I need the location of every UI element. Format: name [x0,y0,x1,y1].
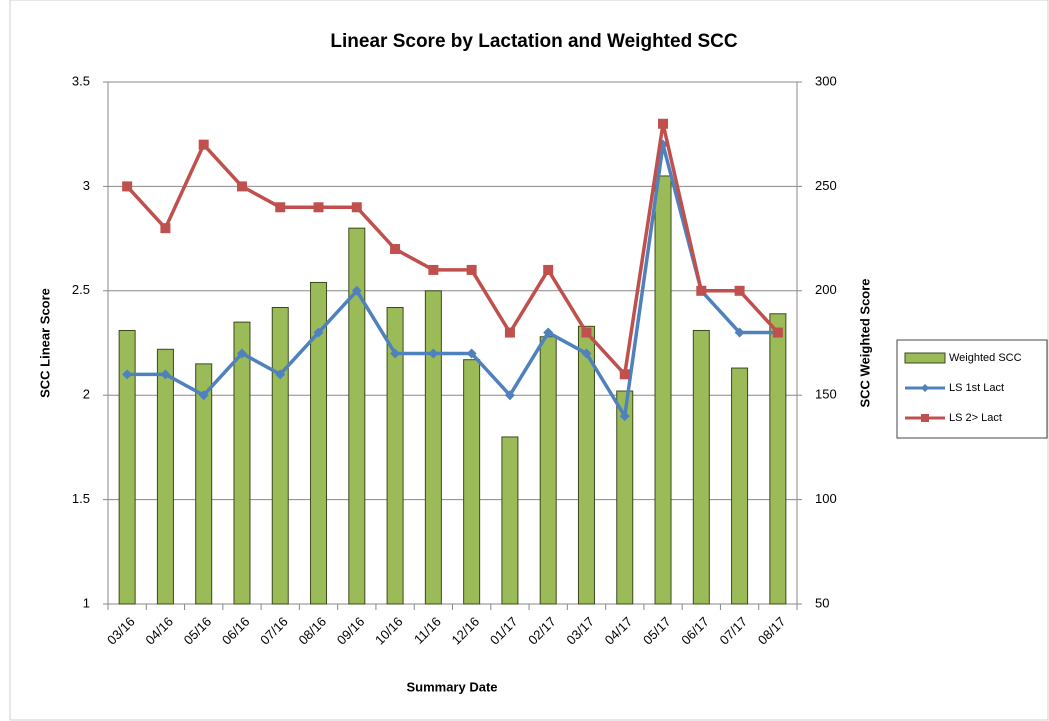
marker [122,369,133,380]
legend-marker [921,384,929,392]
bar [616,390,634,605]
y-tick-label: 1.5 [72,491,90,506]
marker [390,348,401,359]
marker [160,369,171,380]
marker [275,202,286,213]
bar [424,290,442,605]
marker [390,244,401,255]
y2-tick-label: 100 [815,491,837,506]
legend-marker [921,414,929,422]
bar [539,336,557,605]
y2-tick-label: 50 [815,595,829,610]
y2-tick-label: 200 [815,282,837,297]
y2-tick-label: 250 [815,178,837,193]
y2-tick-label: 300 [815,73,837,88]
bar [463,359,481,605]
legend-swatch [904,352,946,364]
marker [198,390,209,401]
marker [772,327,783,338]
marker [619,411,630,422]
y2-axis-label: SCC Weighted Score [857,278,872,407]
bar [156,348,174,605]
marker [734,285,745,296]
chart-title: Linear Score by Lactation and Weighted S… [330,31,737,52]
bar [501,436,519,605]
legend-label: LS 2> Lact [949,412,1002,424]
marker [236,348,247,359]
bar [271,307,289,605]
bar [233,321,251,605]
bar [348,227,366,605]
bar [769,313,787,605]
marker [696,285,707,296]
y2-tick-label: 150 [815,387,837,402]
marker [581,327,592,338]
marker [313,327,324,338]
marker [543,327,554,338]
marker [581,348,592,359]
marker [428,348,439,359]
bar [577,325,595,605]
marker [734,327,745,338]
bar [654,175,672,605]
x-axis-label: Summary Date [406,679,497,694]
y-tick-label: 2.5 [72,282,90,297]
line [127,142,778,418]
marker [351,202,362,213]
bar [731,367,749,605]
marker [466,264,477,275]
marker [466,348,477,359]
frame [9,0,1049,721]
y-tick-label: 3.5 [72,73,90,88]
marker [122,181,133,192]
bar [118,329,136,605]
marker [351,285,362,296]
y-tick-label: 2 [83,387,90,402]
legend-label: Weighted SCC [949,352,1022,364]
y-tick-label: 1 [83,595,90,610]
marker [504,327,515,338]
y-tick-label: 3 [83,178,90,193]
marker [160,223,171,234]
bar [692,329,710,605]
y-axis-label: SCC Linear Score [37,288,52,398]
marker [428,264,439,275]
marker [198,139,209,150]
line [125,122,780,377]
marker [275,369,286,380]
marker [658,118,669,129]
bar [195,363,213,605]
marker [619,369,630,380]
marker [504,390,515,401]
bar [310,281,328,605]
marker [543,264,554,275]
legend-label: LS 1st Lact [949,382,1004,394]
marker [313,202,324,213]
bar [386,307,404,605]
marker [236,181,247,192]
